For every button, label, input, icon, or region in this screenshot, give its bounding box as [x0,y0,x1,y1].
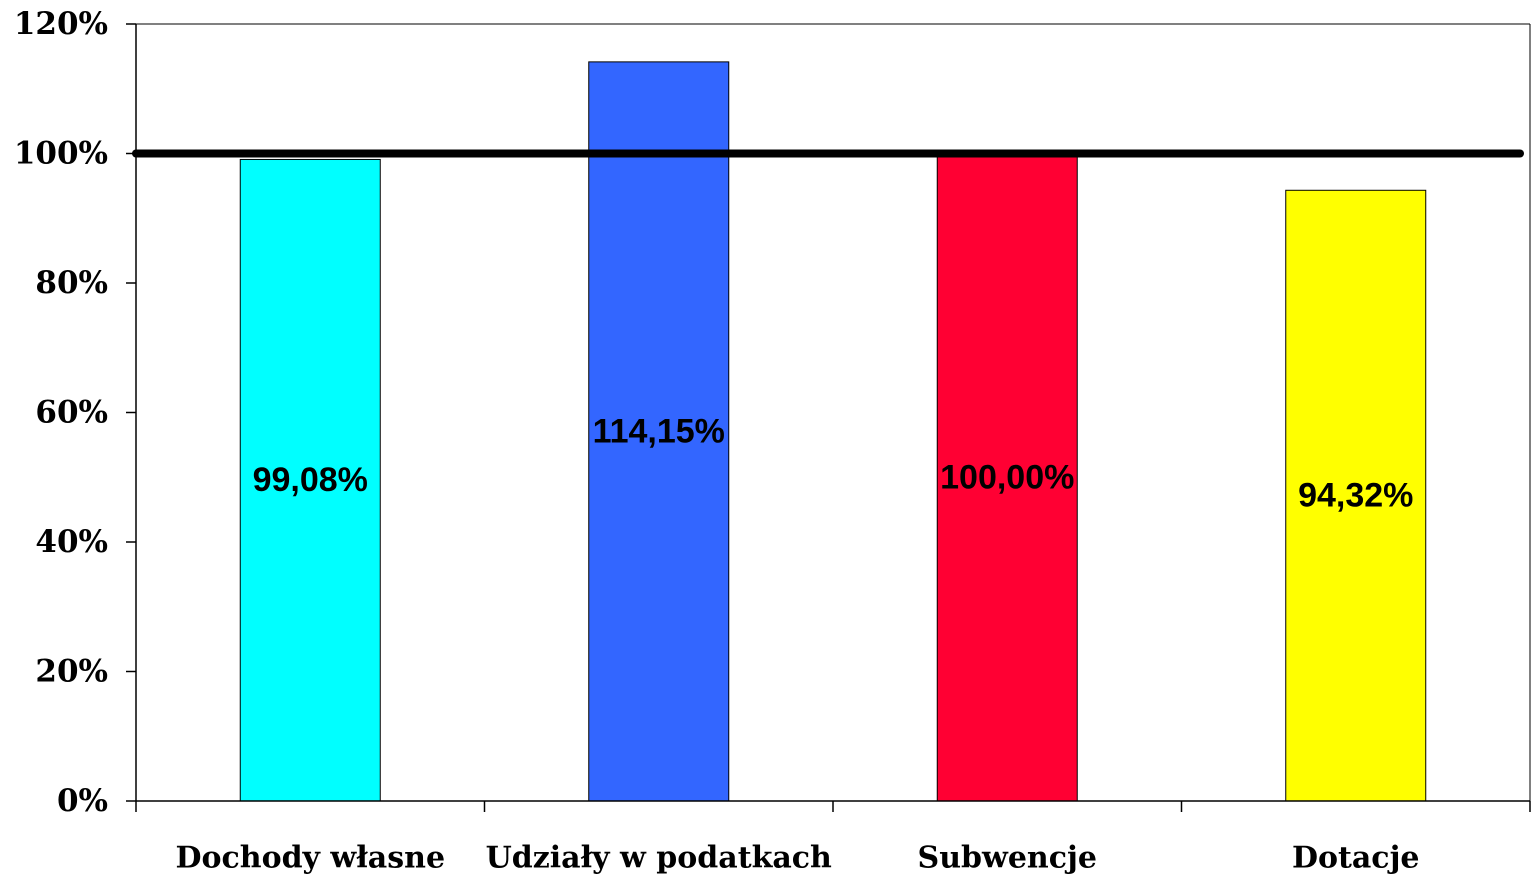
y-tick-label: 80% [35,265,108,301]
y-tick-label: 40% [35,524,108,560]
bar-4 [1285,189,1427,802]
data-labels-group: 99,08% 114,15% 100,00% 94,32% [253,412,1414,514]
y-tick-label: 120% [14,6,108,42]
data-label: 100,00% [940,458,1074,496]
bar-1 [239,158,381,802]
y-tick-label: 60% [35,395,108,431]
bars-group [239,61,1427,802]
data-label: 99,08% [253,461,368,499]
y-tick-label: 0% [57,783,108,819]
y-tick-label: 20% [35,654,108,690]
y-axis: 0% 20% 40% 60% 80% 100% 120% [14,6,137,819]
bar-2 [588,61,730,802]
bar-3 [936,153,1078,802]
data-label: 94,32% [1298,477,1413,515]
data-label: 114,15% [593,412,725,450]
y-tick-label: 100% [14,136,108,172]
x-tick-label: Dotacje [1292,841,1420,876]
x-axis: Dochody własne Udziały w podatkach Subwenc… [135,800,1531,876]
plot-area [136,23,1531,801]
x-tick-label: Subwencje [918,841,1097,876]
x-tick-label: Dochody własne [175,841,445,876]
x-tick-label: Udziały w podatkach [486,841,832,876]
